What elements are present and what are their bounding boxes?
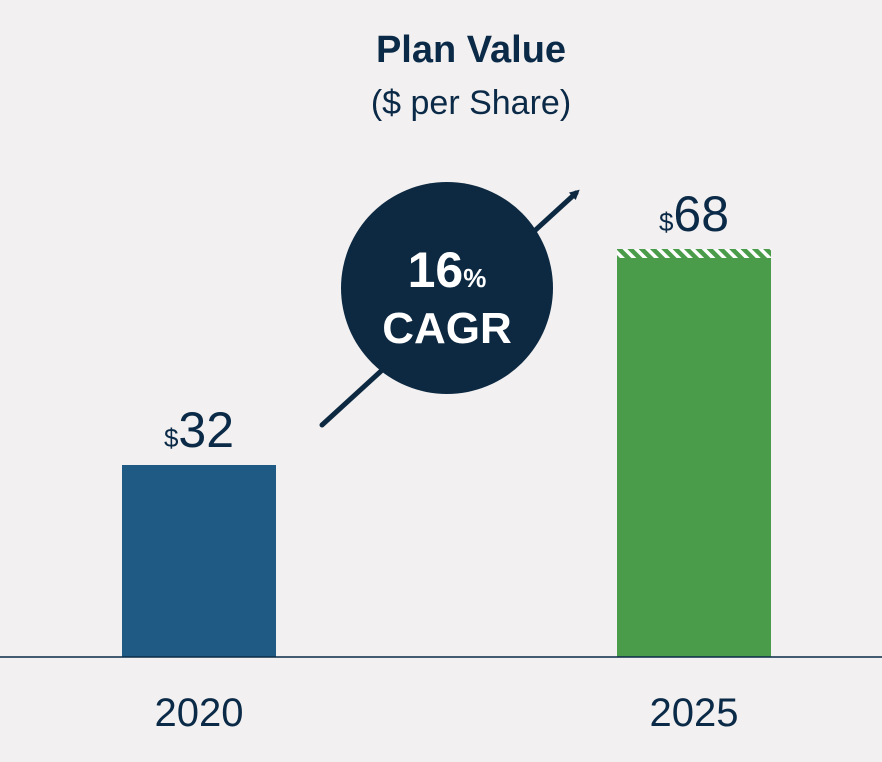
value-prefix-2020: $ — [164, 423, 179, 453]
value-prefix-2025: $ — [659, 207, 674, 237]
value-label-2020: $32 — [164, 402, 234, 458]
x-tick-label-2020: 2020 — [155, 691, 244, 735]
cagr-percent-sign: % — [463, 263, 486, 293]
x-tick-label-2025: 2025 — [650, 691, 739, 735]
cagr-number: 16 — [408, 242, 464, 298]
value-label-2025: $68 — [659, 186, 729, 242]
value-number-2020: 32 — [178, 402, 234, 458]
cagr-badge: 16% CAGR — [341, 182, 553, 394]
bars-group: $32 2020 $68 2025 — [122, 186, 771, 735]
cagr-value: 16% — [408, 242, 487, 298]
cagr-badge-circle — [341, 182, 553, 394]
chart-title: Plan Value — [376, 29, 566, 71]
chart-subtitle: ($ per Share) — [371, 84, 571, 122]
bar-2025 — [617, 249, 771, 657]
cagr-label: CAGR — [382, 304, 512, 353]
bar-2025-hatch — [617, 249, 771, 258]
value-number-2025: 68 — [673, 186, 729, 242]
bar-2020 — [122, 465, 276, 657]
